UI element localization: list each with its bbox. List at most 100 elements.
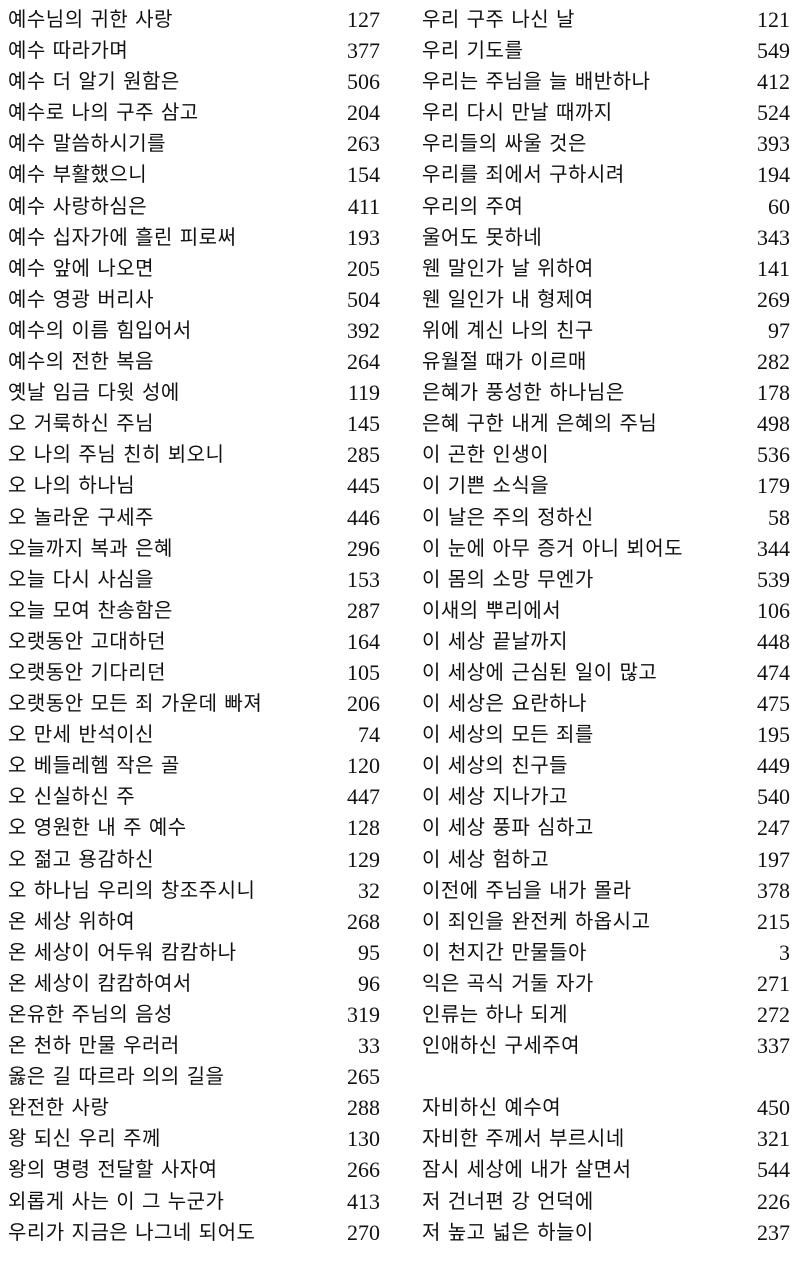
index-entry: 인애하신 구세주여 337 [422, 1030, 790, 1061]
index-entry: 저 높고 넓은 하늘이 237 [422, 1217, 790, 1248]
hymn-title: 이 곤한 인생이 [422, 442, 550, 467]
hymn-number: 266 [347, 1157, 380, 1183]
hymn-title: 예수 부활했으니 [8, 162, 148, 187]
index-entry: 이 기쁜 소식을 179 [422, 470, 790, 501]
index-entry: 은혜 구한 내게 은혜의 주님 498 [422, 408, 790, 439]
hymn-title: 이 세상의 친구들 [422, 753, 569, 778]
hymn-number: 215 [757, 908, 790, 934]
hymn-title: 왕의 명령 전달할 사자여 [8, 1157, 218, 1182]
index-entry: 완전한 사랑 288 [8, 1092, 380, 1123]
hymn-title: 이 몸의 소망 무엔가 [422, 566, 594, 591]
hymn-title: 우리 다시 만날 때까지 [422, 100, 613, 125]
index-entry: 온 세상이 어두워 캄캄하나 95 [8, 937, 380, 968]
hymn-title: 완전한 사랑 [8, 1095, 110, 1120]
hymn-number: 205 [347, 255, 380, 281]
hymn-title: 오 하나님 우리의 창조주시니 [8, 877, 256, 902]
index-entry: 이 세상 지나가고 540 [422, 781, 790, 812]
index-entry: 온 세상이 캄캄하여서 96 [8, 968, 380, 999]
hymn-number: 296 [347, 535, 380, 561]
hymn-title: 이전에 주님을 내가 몰라 [422, 877, 632, 902]
index-entry: 우리의 주여 60 [422, 191, 790, 222]
hymn-title: 예수로 나의 구주 삼고 [8, 100, 199, 125]
index-entry: 예수님의 귀한 사랑 127 [8, 4, 380, 35]
index-entry: 이 죄인을 완전케 하옵시고 215 [422, 906, 790, 937]
hymn-title: 이 세상에 근심된 일이 많고 [422, 659, 658, 684]
hymn-number: 411 [347, 193, 380, 219]
hymn-number: 413 [347, 1188, 380, 1214]
hymn-number: 247 [757, 815, 790, 841]
hymn-title: 이 세상의 모든 죄를 [422, 722, 594, 747]
index-entry: 이전에 주님을 내가 몰라 378 [422, 875, 790, 906]
hymn-title: 유월절 때가 이르매 [422, 349, 587, 374]
hymn-title: 웬 말인가 날 위하여 [422, 255, 594, 280]
index-entry: 예수 말씀하시기를 263 [8, 128, 380, 159]
hymn-number: 97 [768, 317, 790, 343]
hymn-number: 264 [347, 349, 380, 375]
hymn-title: 인애하신 구세주여 [422, 1033, 581, 1058]
index-entry: 오 나의 하나님 445 [8, 470, 380, 501]
hymn-title: 예수 말씀하시기를 [8, 131, 167, 156]
hymn-title: 온 천하 만물 우러러 [8, 1033, 180, 1058]
hymn-number: 446 [347, 504, 380, 530]
hymn-number: 268 [347, 908, 380, 934]
hymn-number: 448 [757, 628, 790, 654]
index-entry: 우리 다시 만날 때까지 524 [422, 97, 790, 128]
hymn-title: 오랫동안 고대하던 [8, 628, 167, 653]
index-entry: 오 베들레헴 작은 골 120 [8, 750, 380, 781]
index-entry: 이 세상의 모든 죄를 195 [422, 719, 790, 750]
hymn-number: 393 [757, 131, 790, 157]
hymn-title: 우리들의 싸울 것은 [422, 131, 587, 156]
hymn-title: 예수 앞에 나오면 [8, 255, 155, 280]
hymn-title: 오 영원한 내 주 예수 [8, 815, 187, 840]
hymn-number: 265 [347, 1064, 380, 1090]
hymn-number: 120 [347, 753, 380, 779]
index-entry: 오늘 다시 사심을 153 [8, 564, 380, 595]
index-entry: 오 나의 주님 친히 뵈오니 285 [8, 439, 380, 470]
hymn-number: 121 [757, 7, 790, 32]
index-entry: 울어도 못하네 343 [422, 222, 790, 253]
hymn-title: 오 베들레헴 작은 골 [8, 753, 180, 778]
hymn-title: 온 세상이 어두워 캄캄하나 [8, 939, 237, 964]
hymn-title: 자비한 주께서 부르시네 [422, 1126, 625, 1151]
hymn-title: 위에 계신 나의 친구 [422, 317, 594, 342]
index-entry: 자비한 주께서 부르시네 321 [422, 1123, 790, 1154]
hymn-number: 127 [347, 7, 380, 32]
index-entry: 온 세상 위하여 268 [8, 906, 380, 937]
index-spacer [422, 1061, 790, 1092]
hymn-title: 익은 곡식 거둘 자가 [422, 970, 594, 995]
hymn-title: 은혜가 풍성한 하나님은 [422, 380, 625, 405]
hymn-number: 285 [347, 442, 380, 468]
index-entry: 외롭게 사는 이 그 누군가 413 [8, 1186, 380, 1217]
hymn-number: 164 [347, 628, 380, 654]
hymn-title: 예수 따라가며 [8, 38, 129, 63]
hymn-title: 우리가 지금은 나그네 되어도 [8, 1219, 256, 1244]
index-entry: 예수의 전한 복음 264 [8, 346, 380, 377]
hymn-number: 197 [757, 846, 790, 872]
hymn-title: 웬 일인가 내 형제여 [422, 286, 594, 311]
hymn-number: 450 [757, 1095, 790, 1121]
index-entry: 예수 부활했으니 154 [8, 159, 380, 190]
hymn-number: 226 [757, 1188, 790, 1214]
hymn-number: 282 [757, 349, 790, 375]
index-entry: 오 신실하신 주 447 [8, 781, 380, 812]
hymn-number: 129 [347, 846, 380, 872]
index-column-left: 예수님의 귀한 사랑 127 예수 따라가며 377 예수 더 알기 원함은 506 예수로… [8, 4, 380, 1248]
index-entry: 오늘 모여 찬송함은 287 [8, 595, 380, 626]
hymn-title: 오 젊고 용감하신 [8, 846, 155, 871]
hymn-title: 예수 더 알기 원함은 [8, 69, 180, 94]
index-entry: 오늘까지 복과 은혜 296 [8, 533, 380, 564]
hymn-number: 504 [347, 286, 380, 312]
hymn-title: 이 눈에 아무 증거 아니 뵈어도 [422, 535, 684, 560]
hymn-number: 272 [757, 1002, 790, 1027]
hymn-number: 288 [347, 1095, 380, 1121]
hymn-title: 이 세상 풍파 심하고 [422, 815, 594, 840]
index-entry: 이 날은 주의 정하신 58 [422, 502, 790, 533]
hymn-number: 343 [757, 224, 790, 250]
hymn-title: 예수님의 귀한 사랑 [8, 7, 173, 31]
index-entry: 저 건너편 강 언덕에 226 [422, 1186, 790, 1217]
index-entry: 유월절 때가 이르매 282 [422, 346, 790, 377]
hymn-title: 예수 영광 버리사 [8, 286, 155, 311]
index-entry: 예수의 이름 힘입어서 392 [8, 315, 380, 346]
index-entry: 이 세상 험하고 197 [422, 844, 790, 875]
